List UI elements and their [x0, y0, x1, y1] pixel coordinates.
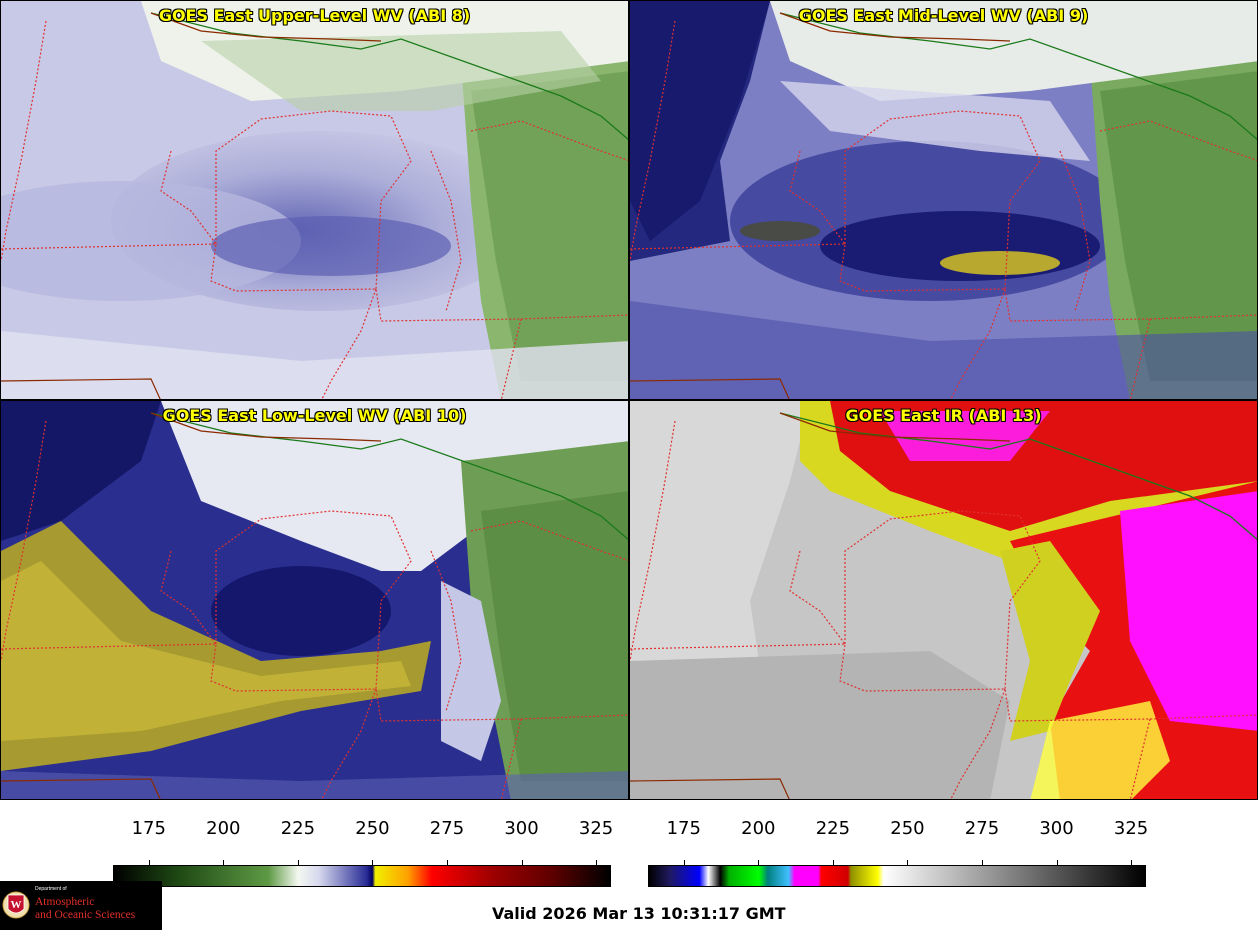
colorbar-tick-mark — [521, 860, 523, 865]
colorbar-tick-mark — [1131, 860, 1133, 865]
colorbar-tick-mark — [372, 860, 374, 865]
ir-image — [630, 401, 1257, 799]
logo-line1: Atmospheric — [35, 896, 95, 908]
colorbar-tick-mark — [758, 860, 760, 865]
colorbar-tick-mark — [832, 860, 834, 865]
logo-line2: and Oceanic Sciences — [35, 909, 136, 921]
panel-low-level-wv: GOES East Low-Level WV (ABI 10) — [0, 400, 629, 800]
low-level-wv-image — [1, 401, 628, 799]
panel-mid-level-wv: GOES East Mid-Level WV (ABI 9) — [629, 0, 1258, 400]
colorbar-tick-label: 275 — [964, 818, 1000, 839]
upper-level-wv-image — [1, 1, 628, 399]
colorbar-tick-label: 175 — [666, 818, 701, 839]
colorbar-tick-label: 200 — [741, 818, 776, 839]
panel-ir: GOES East IR (ABI 13) — [629, 400, 1258, 800]
panel-title: GOES East Low-Level WV (ABI 10) — [162, 406, 467, 425]
colorbar-tick-label: 300 — [1039, 818, 1074, 839]
colorbar-tick-mark — [148, 860, 150, 865]
svg-text:W: W — [11, 899, 22, 911]
colorbar-tick-label: 225 — [280, 818, 316, 839]
colorbar-tick-mark — [907, 860, 909, 865]
colorbar-tick-mark — [596, 860, 598, 865]
mid-level-wv-image — [630, 1, 1257, 399]
colorbar-gradient — [648, 865, 1146, 887]
colorbar-tick-label: 250 — [890, 818, 925, 839]
colorbar-tick-label: 275 — [429, 818, 465, 839]
colorbar-tick-label: 225 — [815, 818, 851, 839]
logo-dept-text: Department of — [35, 886, 67, 892]
colorbar-tick-label: 325 — [578, 818, 614, 839]
colorbar-tick-label: 200 — [206, 818, 241, 839]
panel-upper-level-wv: GOES East Upper-Level WV (ABI 8) — [0, 0, 629, 400]
colorbar-tick-mark — [683, 860, 685, 865]
uw-aos-logo: W Department of Atmospheric and Oceanic … — [0, 881, 162, 930]
uw-crest-icon: W — [2, 891, 30, 919]
colorbar-tick-label: 325 — [1113, 818, 1149, 839]
colorbar-tick-label: 250 — [355, 818, 390, 839]
colorbar-tick-mark — [446, 860, 448, 865]
colorbar-gradient — [113, 865, 611, 887]
colorbar-tick-mark — [223, 860, 225, 865]
panel-title: GOES East Mid-Level WV (ABI 9) — [798, 6, 1089, 25]
panel-title: GOES East Upper-Level WV (ABI 8) — [158, 6, 471, 25]
colorbar-water-vapor: 175 200 225 250 275 300 325 — [113, 818, 614, 890]
panel-title: GOES East IR (ABI 13) — [845, 406, 1042, 425]
colorbar-tick-label: 300 — [504, 818, 539, 839]
colorbar-tick-label: 175 — [131, 818, 166, 839]
colorbar-tick-mark — [981, 860, 983, 865]
colorbar-infrared: 175 200 225 250 275 300 325 — [648, 818, 1149, 890]
colorbar-tick-mark — [297, 860, 299, 865]
colorbar-tick-mark — [1056, 860, 1058, 865]
valid-time: Valid 2026 Mar 13 10:31:17 GMT — [492, 904, 786, 923]
